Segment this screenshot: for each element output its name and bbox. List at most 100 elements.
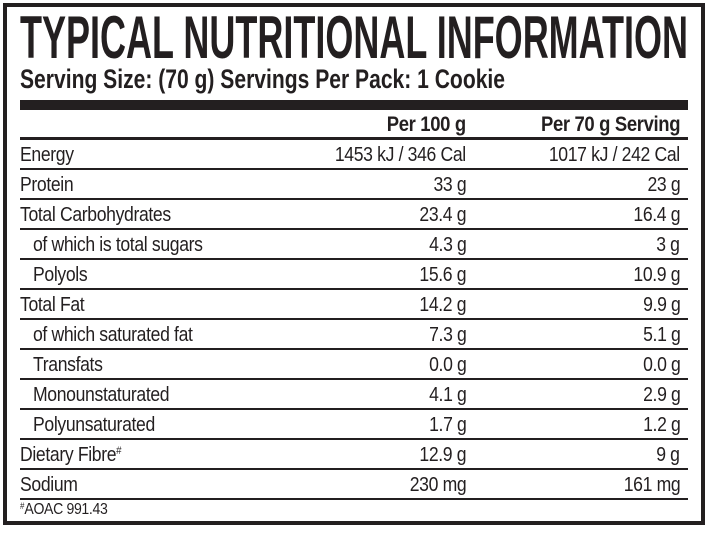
value-per-100g: 14.2 g bbox=[419, 294, 466, 316]
value-per-100g: 0.0 g bbox=[428, 354, 467, 376]
table-row: Total Carbohydrates 23.4 g 16.4 g bbox=[20, 200, 688, 230]
value-per-100g-cell: 0.0 g bbox=[266, 353, 467, 376]
value-per-serving-cell: 9 g bbox=[466, 443, 688, 465]
value-per-serving-cell: 2.9 g bbox=[466, 383, 688, 405]
value-per-100g-cell: 12.9 g bbox=[266, 443, 466, 465]
table-row: Total Fat 14.2 g 9.9 g bbox=[20, 290, 688, 320]
footnote: #AOAC 991.43 bbox=[20, 501, 108, 519]
value-per-serving-cell: 23 g bbox=[466, 173, 688, 195]
table-row: of which is total sugars 4.3 g 3 g bbox=[20, 230, 688, 260]
nutrient-name: Total Fat bbox=[20, 294, 85, 316]
nutrient-name: Energy bbox=[20, 144, 74, 166]
serving-info-area: Serving Size: (70 g) Servings Per Pack: … bbox=[20, 64, 505, 94]
nutrient-name: Dietary Fibre bbox=[20, 444, 117, 466]
table-header-row: Per 100 g Per 70 g Serving bbox=[20, 110, 688, 140]
value-per-serving: 0.0 g bbox=[642, 354, 681, 376]
value-per-100g-cell: 7.3 g bbox=[266, 323, 467, 345]
value-per-100g: 1453 kJ / 346 Cal bbox=[335, 144, 466, 166]
value-per-100g: 15.6 g bbox=[419, 264, 466, 286]
nutrient-name-cell: Polyols bbox=[20, 263, 266, 285]
nutrient-name-cell: of which saturated fat bbox=[20, 323, 266, 345]
column-header-per-serving-cell: Per 70 g Serving bbox=[466, 112, 688, 135]
column-header-per-100g-cell: Per 100 g bbox=[266, 112, 466, 135]
value-per-serving-cell: 9.9 g bbox=[466, 293, 688, 315]
nutrition-table-body: Energy 1453 kJ / 346 Cal 1017 kJ / 242 C… bbox=[20, 140, 688, 500]
nutrition-label: TYPICAL NUTRITIONAL INFORMATION Serving … bbox=[3, 3, 705, 525]
table-row: Protein 33 g 23 g bbox=[20, 170, 688, 200]
table-row: Monounstaturated 4.1 g 2.9 g bbox=[20, 380, 688, 410]
nutrient-name-cell: Transfats bbox=[20, 353, 266, 375]
nutrient-name: Transfats bbox=[33, 354, 103, 376]
value-per-serving: 3 g bbox=[656, 234, 681, 256]
value-per-100g: 1.7 g bbox=[428, 414, 467, 436]
table-row: Dietary Fibre# 12.9 g 9 g bbox=[20, 440, 688, 470]
value-per-serving-cell: 1.2 g bbox=[466, 413, 688, 435]
table-row: Transfats 0.0 g 0.0 g bbox=[20, 350, 688, 380]
nutrition-table: Per 100 g Per 70 g Serving Energy 1453 k… bbox=[20, 110, 688, 520]
nutrient-name: Polyols bbox=[33, 264, 88, 286]
nutrient-name: Polyunsaturated bbox=[33, 414, 155, 436]
value-per-serving: 161 mg bbox=[623, 474, 680, 496]
value-per-100g-cell: 33 g bbox=[266, 173, 466, 195]
nutrient-name: Total Carbohydrates bbox=[20, 204, 171, 226]
table-row: Polyols 15.6 g 10.9 g bbox=[20, 260, 688, 290]
page-title: TYPICAL NUTRITIONAL INFORMATION bbox=[20, 12, 688, 62]
value-per-serving: 9.9 g bbox=[642, 294, 681, 316]
column-header-spacer bbox=[20, 123, 266, 125]
value-per-100g-cell: 4.1 g bbox=[266, 383, 467, 406]
value-per-100g: 230 mg bbox=[409, 474, 466, 496]
value-per-serving-cell: 3 g bbox=[466, 233, 688, 255]
nutrient-name-cell: of which is total sugars bbox=[20, 233, 266, 255]
divider-bar bbox=[20, 100, 688, 110]
value-per-serving-cell: 1017 kJ / 242 Cal bbox=[466, 143, 688, 165]
nutrient-name: Sodium bbox=[20, 474, 78, 496]
value-per-serving-cell: 5.1 g bbox=[466, 323, 688, 345]
nutrient-name: of which is total sugars bbox=[33, 234, 203, 256]
value-per-serving-cell: 10.9 g bbox=[466, 263, 688, 285]
value-per-serving: 5.1 g bbox=[642, 324, 681, 346]
serving-info: Serving Size: (70 g) Servings Per Pack: … bbox=[20, 64, 505, 94]
nutrient-name-cell: Total Carbohydrates bbox=[20, 203, 266, 225]
nutrient-name: Protein bbox=[20, 174, 74, 196]
nutrient-name-cell: Protein bbox=[20, 173, 266, 195]
column-header-per-serving: Per 70 g Serving bbox=[540, 113, 681, 136]
nutrient-superscript: # bbox=[116, 445, 122, 457]
value-per-100g-cell: 1453 kJ / 346 Cal bbox=[266, 143, 466, 165]
value-per-100g-cell: 4.3 g bbox=[266, 233, 467, 256]
value-per-100g-cell: 23.4 g bbox=[266, 203, 466, 225]
column-header-per-100g: Per 100 g bbox=[386, 113, 466, 136]
value-per-serving-cell: 161 mg bbox=[466, 473, 688, 495]
table-row: Energy 1453 kJ / 346 Cal 1017 kJ / 242 C… bbox=[20, 140, 688, 170]
nutrient-name-cell: Polyunsaturated bbox=[20, 413, 266, 435]
value-per-serving: 9 g bbox=[656, 444, 681, 466]
footnote-row: #AOAC 991.43 bbox=[20, 500, 688, 520]
value-per-100g: 23.4 g bbox=[419, 204, 466, 226]
value-per-serving: 1.2 g bbox=[642, 414, 681, 436]
value-per-100g-cell: 230 mg bbox=[266, 473, 466, 495]
value-per-100g: 4.1 g bbox=[428, 384, 467, 406]
nutrient-name-cell: Monounstaturated bbox=[20, 383, 266, 405]
nutrient-name-cell: Energy bbox=[20, 143, 266, 165]
nutrient-name-cell: Total Fat bbox=[20, 293, 266, 315]
value-per-serving: 2.9 g bbox=[642, 384, 681, 406]
value-per-100g: 4.3 g bbox=[428, 234, 467, 256]
nutrient-name-cell: Dietary Fibre# bbox=[20, 443, 266, 465]
nutrient-name: Monounstaturated bbox=[33, 384, 170, 406]
value-per-100g: 33 g bbox=[433, 174, 466, 196]
table-row: Sodium 230 mg 161 mg bbox=[20, 470, 688, 500]
value-per-serving: 1017 kJ / 242 Cal bbox=[549, 144, 680, 166]
footnote-superscript: # bbox=[20, 501, 25, 511]
footnote-text: AOAC 991.43 bbox=[24, 501, 108, 518]
value-per-serving-cell: 16.4 g bbox=[466, 203, 688, 225]
value-per-100g: 12.9 g bbox=[419, 444, 466, 466]
label-title-area: TYPICAL NUTRITIONAL INFORMATION bbox=[20, 12, 688, 62]
nutrient-name: of which saturated fat bbox=[33, 324, 193, 346]
value-per-100g-cell: 14.2 g bbox=[266, 293, 466, 315]
value-per-serving: 16.4 g bbox=[633, 204, 680, 226]
value-per-serving: 23 g bbox=[647, 174, 680, 196]
value-per-100g-cell: 1.7 g bbox=[266, 413, 467, 436]
value-per-serving-cell: 0.0 g bbox=[466, 353, 688, 375]
value-per-serving: 10.9 g bbox=[633, 264, 680, 286]
nutrient-name-cell: Sodium bbox=[20, 473, 266, 495]
table-row: Polyunsaturated 1.7 g 1.2 g bbox=[20, 410, 688, 440]
